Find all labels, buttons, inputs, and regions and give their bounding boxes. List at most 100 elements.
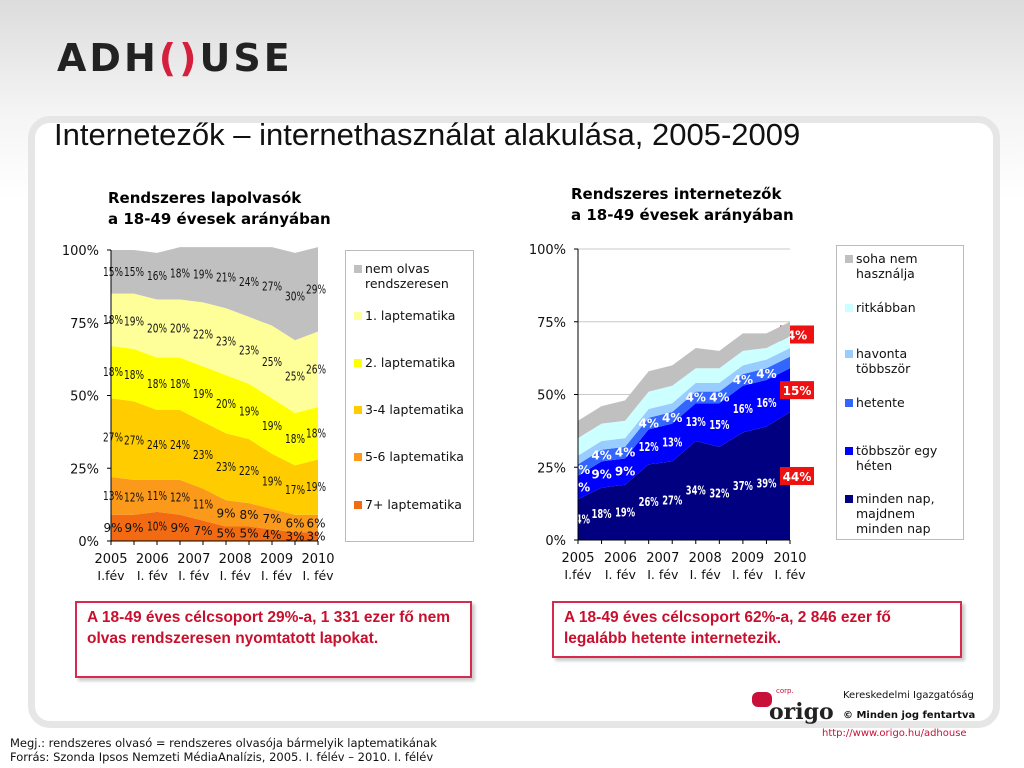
data-label: 16% [733, 402, 753, 416]
data-label: 18% [147, 377, 167, 391]
highlight-label: 44% [783, 470, 812, 484]
data-label: 21% [216, 271, 236, 285]
data-label: 8% [570, 481, 590, 495]
data-label: 18% [170, 377, 190, 391]
left-chart-title: Rendszeres lapolvasók a 18-49 évesek ará… [108, 188, 331, 230]
data-label: 34% [686, 484, 706, 498]
highlight-label: 4% [787, 328, 807, 342]
footer: Megj.: rendszeres olvasó = rendszeres ol… [10, 736, 437, 764]
data-label: 7% [193, 524, 212, 538]
data-label: 19% [193, 268, 213, 282]
left-callout: A 18-49 éves célcsoport 29%-a, 1 331 eze… [75, 601, 472, 678]
data-label: 20% [170, 322, 190, 336]
data-label: 23% [193, 448, 213, 462]
legend-label: ritkábban [856, 300, 916, 315]
data-label: 4% [662, 411, 682, 425]
data-label: 5% [239, 527, 258, 541]
y-tick-label: 100% [62, 244, 99, 259]
data-label: 9% [124, 521, 143, 535]
area-1-laptematika [111, 293, 318, 413]
area-ritk-bban [578, 336, 790, 456]
data-label: 22% [239, 464, 259, 478]
legend-swatch [845, 350, 853, 358]
y-tick-label: 75% [70, 317, 99, 332]
area-soha-nem-haszn-lja [578, 321, 790, 439]
left-legend: nem olvas rendszeresen 1. laptematika 2. l… [345, 250, 474, 542]
data-label: 19% [615, 505, 635, 519]
area-5-6-laptematika [111, 476, 318, 533]
data-label: 18% [285, 432, 305, 446]
x-tick-label: 2005 [94, 552, 127, 567]
area-nem-olvas-rendszeresen [111, 247, 318, 341]
data-label: 15% [709, 418, 729, 432]
data-label: 18% [306, 426, 326, 440]
data-label: 9% [216, 506, 235, 520]
data-label: 27% [124, 434, 144, 448]
data-label: 37% [733, 479, 753, 493]
legend-label: 1. laptematika [365, 308, 456, 323]
source-note: Forrás: Szonda Ipsos Nemzeti MédiaAnalíz… [10, 750, 434, 764]
legend-item: minden nap, majdnem minden nap [845, 491, 957, 536]
data-label: 3% [285, 530, 304, 544]
adhouse-logo: ADH()USE [57, 36, 293, 80]
data-label: 6% [306, 517, 325, 531]
data-label: 24% [170, 438, 190, 452]
data-label: 25% [285, 370, 305, 384]
legend-label: 5-6 laptematika [365, 449, 464, 464]
x-tick-label: 2009 [260, 552, 293, 567]
data-label: 20% [216, 397, 236, 411]
data-label: 27% [103, 431, 123, 445]
legend-swatch [354, 453, 362, 461]
data-label: 26% [306, 362, 326, 376]
data-label: 14% [570, 513, 590, 527]
legend-swatch [845, 399, 853, 407]
data-label: 32% [709, 486, 729, 500]
x-tick-label: 2008 [689, 551, 722, 566]
copyright: © Minden jog fentartva [843, 710, 976, 721]
data-label: 4% [709, 390, 729, 404]
area-hetente [578, 356, 790, 476]
data-label: 39% [756, 476, 776, 490]
legend-label: minden nap, majdnem minden nap [856, 491, 935, 536]
legend-swatch [845, 255, 853, 263]
data-label: 27% [262, 279, 282, 293]
area-7-laptematika [111, 511, 318, 541]
data-label: 19% [262, 419, 282, 433]
data-label: 18% [103, 313, 123, 327]
legend-swatch [845, 495, 853, 503]
legend-swatch [845, 304, 853, 312]
right-title-line1: Rendszeres internetezők [571, 185, 782, 203]
right-chart-title: Rendszeres internetezők a 18-49 évesek a… [571, 184, 794, 226]
area-3-4-laptematika [111, 398, 318, 515]
x-tick-sublabel: I. fév [732, 567, 764, 582]
data-label: 23% [216, 335, 236, 349]
legend-label: többször egy héten [856, 443, 938, 473]
data-label: 7% [262, 512, 281, 526]
y-tick-label: 100% [529, 243, 566, 258]
x-tick-label: 2006 [604, 551, 637, 566]
y-tick-label: 0% [545, 534, 566, 549]
data-label: 24% [239, 275, 259, 289]
area-havonta-t-bbsz-r [578, 347, 790, 465]
data-label: 19% [306, 480, 326, 494]
legend-swatch [354, 312, 362, 320]
x-tick-sublabel: I. fév [605, 567, 637, 582]
legend-item: soha nem használja [845, 251, 957, 281]
x-tick-sublabel: I.fév [97, 568, 125, 583]
x-tick-sublabel: I. fév [690, 567, 722, 582]
y-tick-label: 50% [70, 390, 99, 405]
y-tick-label: 25% [70, 462, 99, 477]
x-tick-sublabel: I. fév [261, 568, 293, 583]
data-label: 11% [193, 498, 213, 512]
x-tick-label: 2009 [731, 551, 764, 566]
y-tick-label: 50% [537, 389, 566, 404]
data-label: 6% [285, 517, 304, 531]
data-label: 3% [306, 530, 325, 544]
legend-item: 5-6 laptematika [354, 449, 466, 464]
data-label: 4% [591, 449, 611, 463]
legend-label: soha nem használja [856, 251, 918, 281]
website-link[interactable]: http://www.origo.hu/adhouse [822, 728, 967, 739]
data-label: 25% [262, 355, 282, 369]
legend-item: havonta többször [845, 346, 957, 376]
data-label: 30% [285, 290, 305, 304]
